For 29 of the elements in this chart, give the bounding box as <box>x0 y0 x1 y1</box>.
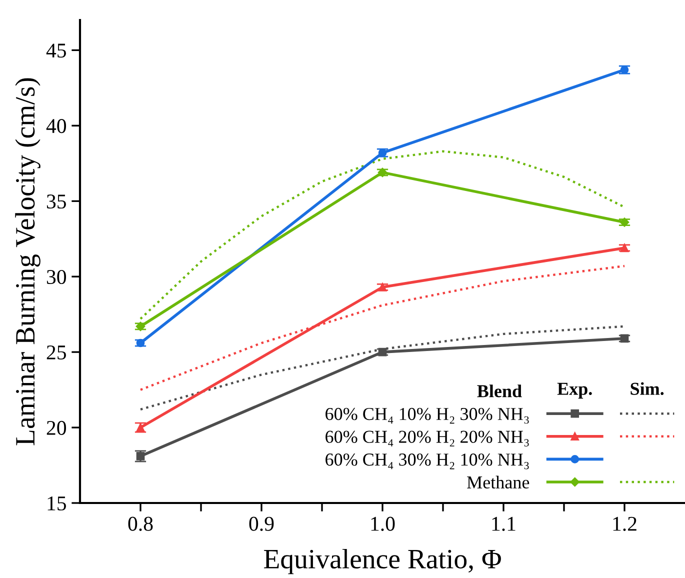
legend-label: Methane <box>467 476 530 488</box>
x-tick-label: 0.8 <box>128 516 153 531</box>
legend-label: 60% CH₄ 30% H₂ 10% NH₃ <box>326 454 529 470</box>
x-tick-label: 0.9 <box>249 516 274 531</box>
point <box>378 148 387 157</box>
y-axis-title: Laminar Burning Velocity (cm/s) <box>15 78 40 446</box>
point <box>136 338 145 348</box>
point <box>378 282 387 292</box>
y-tick-label: 35 <box>46 194 66 209</box>
y-tick-label: 25 <box>46 345 66 360</box>
point <box>620 334 629 343</box>
y-tick-label: 20 <box>46 420 66 435</box>
legend-label: 60% CH₄ 20% H₂ 20% NH₃ <box>326 430 529 446</box>
y-tick-label: 30 <box>46 270 66 284</box>
legend-title: Blend <box>477 384 522 398</box>
legend-label: 60% CH₄ 10% H₂ 30% NH₃ <box>326 408 529 424</box>
line-series <box>139 150 626 320</box>
point <box>620 244 629 252</box>
point <box>378 348 387 356</box>
x-axis-title: Equivalence Ratio, Φ <box>264 548 501 574</box>
point <box>620 66 629 74</box>
x-tick-label: 1.1 <box>492 516 516 531</box>
y-tick-label: 40 <box>46 119 66 134</box>
y-tick-label: 45 <box>46 44 66 58</box>
annotation: Exp. <box>557 382 592 399</box>
x-tick-label: 1.2 <box>613 516 636 531</box>
y-tick-label: 15 <box>48 496 66 510</box>
x-tick-label: 1.0 <box>371 516 395 531</box>
annotation: Sim. <box>630 382 664 395</box>
